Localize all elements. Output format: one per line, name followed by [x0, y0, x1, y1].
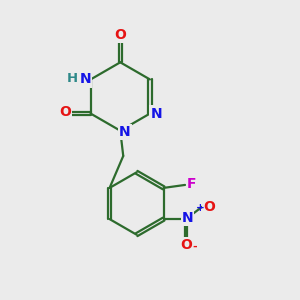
Text: O: O	[59, 105, 71, 119]
Text: N: N	[80, 72, 91, 86]
Text: +: +	[196, 203, 204, 213]
Text: -: -	[193, 242, 197, 252]
Text: O: O	[180, 238, 192, 252]
Text: F: F	[187, 177, 196, 191]
Text: H: H	[67, 72, 78, 85]
Text: N: N	[182, 211, 193, 225]
Text: N: N	[119, 125, 130, 139]
Text: O: O	[203, 200, 215, 214]
Text: N: N	[151, 106, 162, 121]
Text: O: O	[114, 28, 126, 42]
